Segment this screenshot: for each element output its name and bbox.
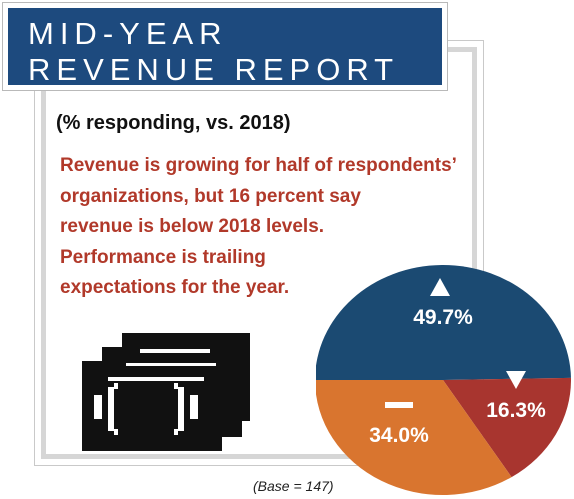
slice-down-wedge xyxy=(443,377,571,478)
slice-same-label: 34.0% xyxy=(369,424,429,447)
description: Revenue is growing for half of responden… xyxy=(60,151,457,304)
up-triangle-icon xyxy=(430,278,450,296)
money-bills-icon xyxy=(82,333,250,451)
subtitle: (% responding, vs. 2018) xyxy=(56,112,291,134)
description-line-3: revenue is below 2018 levels. xyxy=(60,216,325,237)
title-line-2: REVENUE REPORT xyxy=(28,52,400,87)
dash-icon xyxy=(385,402,413,408)
down-triangle-icon xyxy=(506,371,526,389)
slice-same-wedge xyxy=(316,380,512,495)
slice-down-label: 16.3% xyxy=(486,399,546,422)
description-line-5: expectations for the year. xyxy=(60,277,290,298)
title-line-1: MID-YEAR xyxy=(28,16,228,51)
revenue-pie-chart: 49.7% 16.3% 34.0% xyxy=(316,265,571,495)
slice-up-wedge xyxy=(316,265,571,380)
base-note: (Base = 147) xyxy=(253,478,334,494)
description-line-1: Revenue is growing for half of responden… xyxy=(60,155,457,176)
slice-up-label: 49.7% xyxy=(413,306,473,329)
description-line-2: organizations, but 16 percent say xyxy=(60,185,361,207)
title-banner: MID-YEAR REVENUE REPORT xyxy=(2,2,448,91)
description-line-4: Performance is trailing xyxy=(60,246,266,268)
